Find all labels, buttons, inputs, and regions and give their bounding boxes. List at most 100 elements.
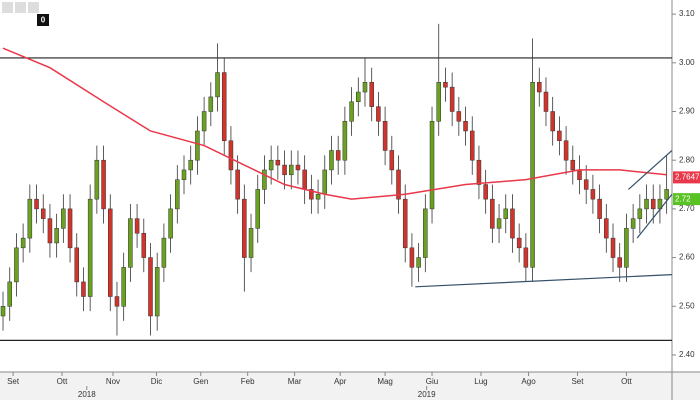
candle-body (87, 198, 93, 297)
candle-body (208, 96, 214, 112)
x-tick-label: Mar (288, 377, 302, 386)
candle-body (516, 237, 522, 249)
trend-line (636, 193, 673, 239)
candle-body (335, 150, 341, 161)
candle-body (40, 208, 46, 219)
candle-body (101, 159, 106, 210)
candle-body (262, 169, 267, 190)
y-tick-label: 2.40 (679, 350, 695, 359)
candle-body (570, 159, 576, 171)
candle-body (248, 228, 254, 258)
toolbar: 0 (2, 2, 49, 26)
candle-body (617, 257, 622, 268)
candle-body (148, 257, 153, 317)
x-tick-label: Nov (106, 377, 120, 386)
candle-body (215, 72, 220, 98)
candle-body (349, 101, 354, 122)
candle-body (108, 208, 113, 297)
toolbar-label: 0 (41, 16, 46, 25)
candle-body (604, 218, 609, 239)
candle-body (550, 111, 555, 132)
price-label: 2.7647 (675, 172, 700, 181)
candle-body (228, 140, 234, 171)
candle-body (342, 120, 348, 161)
x-tick-label: Dic (151, 377, 163, 386)
candle-body (583, 179, 589, 190)
moving-average (2, 47, 667, 200)
candle-body (128, 218, 133, 268)
candle-body (81, 281, 86, 297)
price-label-box (673, 171, 700, 184)
candle-body (443, 82, 448, 88)
candle-body (456, 111, 462, 122)
y-tick-label: 2.80 (679, 155, 695, 164)
candle-body (543, 91, 549, 112)
x-tick-label: Feb (241, 377, 255, 386)
candle-body (268, 159, 274, 171)
price-label-box (673, 193, 700, 206)
candle-body (637, 208, 643, 219)
y-tick-label: 2.70 (679, 204, 695, 213)
x-tick-label: Ott (621, 377, 632, 386)
candle-body (134, 218, 140, 234)
candle-body (235, 169, 240, 200)
candle-body (530, 82, 535, 268)
candle-body (650, 198, 656, 210)
candle-body (423, 208, 428, 258)
candle-body (94, 159, 100, 200)
candle-body (168, 208, 173, 239)
candle-body (496, 218, 502, 229)
y-tick-label: 3.00 (679, 58, 695, 67)
candle-body (469, 130, 475, 161)
candle-body (161, 237, 167, 268)
candle-body (590, 189, 596, 200)
candle-body (322, 169, 328, 195)
candle-body (429, 120, 435, 210)
candle-body (382, 120, 388, 151)
candle-body (463, 120, 468, 132)
x-tick-label: Set (7, 377, 20, 386)
tool-icon[interactable] (28, 2, 39, 13)
x-tick-label: Ott (57, 377, 68, 386)
x-tick-label: Gen (193, 377, 208, 386)
candle-body (175, 179, 180, 210)
tool-icon[interactable] (2, 2, 13, 13)
price-label: 2.72 (675, 194, 691, 203)
year-label: 2018 (78, 390, 96, 399)
tool-icon[interactable] (15, 2, 26, 13)
toolbar-badge (37, 14, 49, 26)
candle-body (523, 247, 529, 268)
x-tick-label: Mag (377, 377, 393, 386)
x-tick-label: Ago (521, 377, 536, 386)
candle-body (416, 257, 421, 268)
candle-body (356, 91, 361, 103)
candle-body (490, 198, 495, 229)
candle-body (577, 169, 582, 180)
candle-body (389, 150, 395, 171)
candle-body (436, 82, 441, 122)
candle-body (67, 208, 73, 249)
candle-body (630, 218, 636, 229)
candle-body (503, 208, 509, 219)
candle-body (221, 72, 227, 141)
candle-body (369, 82, 374, 107)
candle-body (376, 106, 381, 122)
y-tick-label: 3.10 (679, 9, 695, 18)
candle-body (563, 140, 569, 161)
candle-body (282, 164, 287, 176)
candle-body (61, 208, 66, 229)
candle-body (181, 169, 187, 180)
candle-body (27, 198, 33, 239)
x-axis-band (0, 372, 700, 400)
candle-body (557, 130, 562, 141)
candle-body (195, 130, 200, 161)
candle-body (288, 164, 294, 176)
candle-body (201, 111, 207, 132)
candle-body (154, 267, 160, 317)
x-tick-label: Giu (426, 377, 438, 386)
candle-body (188, 159, 193, 171)
candle-body (402, 198, 408, 249)
trend-line (628, 150, 673, 190)
candle-body (20, 237, 26, 249)
